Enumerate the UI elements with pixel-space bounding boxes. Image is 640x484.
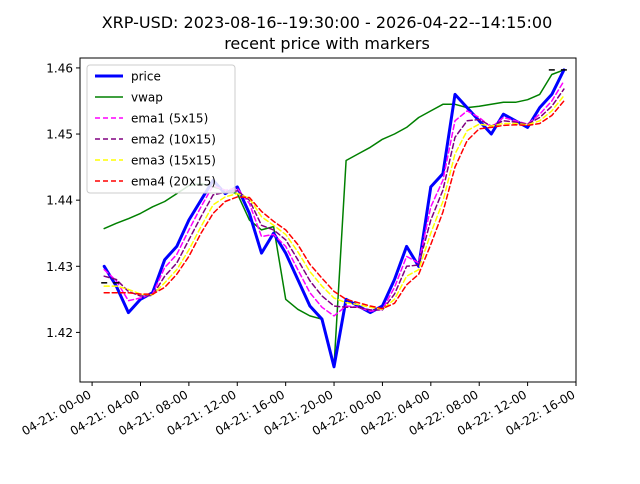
y-tick-label-3: 1.45 bbox=[46, 128, 73, 142]
legend: price vwap ema1 (5x15) ema2 (10x15) ema3 (15… bbox=[86, 64, 236, 194]
plot-lines bbox=[101, 68, 567, 369]
y-tick-label-0: 1.42 bbox=[46, 326, 73, 340]
chart-subtitle: recent price with markers bbox=[224, 34, 430, 53]
plot-frame bbox=[79, 57, 577, 383]
series-line-0 bbox=[102, 68, 566, 369]
legend-label-2: ema1 (5x15) bbox=[131, 112, 208, 126]
legend-label-1: vwap bbox=[131, 91, 163, 105]
y-tick-label-1: 1.43 bbox=[46, 260, 73, 274]
y-tick-label-4: 1.46 bbox=[46, 61, 73, 75]
y-axis: 1.42 1.43 1.44 1.45 1.46 bbox=[46, 61, 80, 340]
legend-label-4: ema3 (15x15) bbox=[131, 154, 216, 168]
series-line-3 bbox=[103, 88, 565, 311]
chart-title: XRP-USD: 2023-08-16--19:30:00 - 2026-04-… bbox=[102, 13, 553, 32]
series-line-4 bbox=[103, 94, 565, 311]
y-tick-label-2: 1.44 bbox=[46, 194, 73, 208]
legend-label-0: price bbox=[131, 70, 161, 84]
legend-box bbox=[86, 64, 236, 194]
series-line-5 bbox=[103, 100, 565, 310]
legend-label-5: ema4 (20x15) bbox=[131, 175, 216, 189]
legend-label-3: ema2 (10x15) bbox=[131, 133, 216, 147]
